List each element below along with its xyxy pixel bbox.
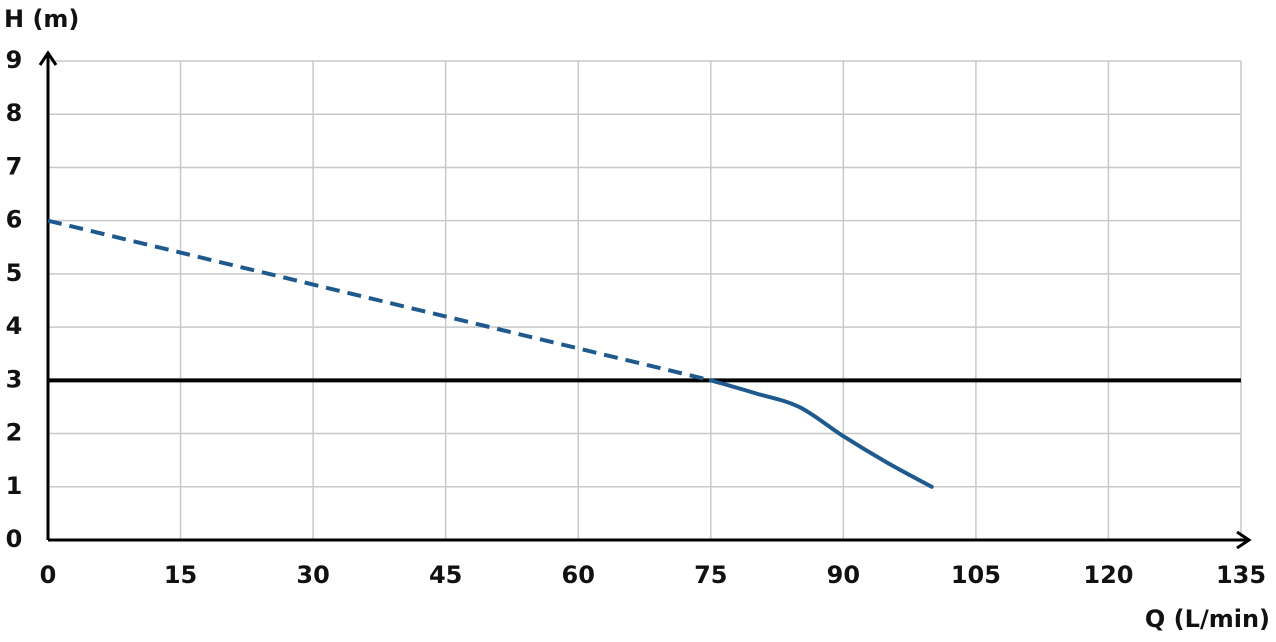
- x-tick-label: 30: [296, 561, 329, 589]
- y-tick-label: 7: [6, 152, 23, 180]
- x-axis-label: Q (L/min): [1145, 605, 1270, 633]
- y-tick-label: 2: [6, 419, 23, 447]
- y-tick-label: 4: [6, 312, 23, 340]
- y-tick-label: 5: [6, 259, 23, 287]
- x-tick-label: 0: [40, 561, 57, 589]
- x-axis-arrow: [1236, 530, 1252, 550]
- x-tick-label: 90: [827, 561, 860, 589]
- x-tick-label: 15: [164, 561, 197, 589]
- y-tick-label: 0: [6, 525, 23, 553]
- y-axis-arrow: [38, 50, 58, 66]
- x-tick-label: 135: [1216, 561, 1266, 589]
- x-tick-label: 60: [562, 561, 595, 589]
- y-tick-label: 1: [6, 472, 23, 500]
- data-line: [47, 218, 712, 383]
- y-tick-label: 3: [6, 365, 23, 393]
- x-tick-label: 105: [951, 561, 1001, 589]
- data-line: [708, 378, 934, 489]
- y-tick-label: 9: [6, 46, 23, 74]
- y-axis-label: H (m): [4, 5, 79, 33]
- y-tick-label: 8: [6, 99, 23, 127]
- x-tick-label: 45: [429, 561, 462, 589]
- x-tick-label: 75: [694, 561, 727, 589]
- y-tick-label: 6: [6, 206, 23, 234]
- x-tick-label: 120: [1083, 561, 1133, 589]
